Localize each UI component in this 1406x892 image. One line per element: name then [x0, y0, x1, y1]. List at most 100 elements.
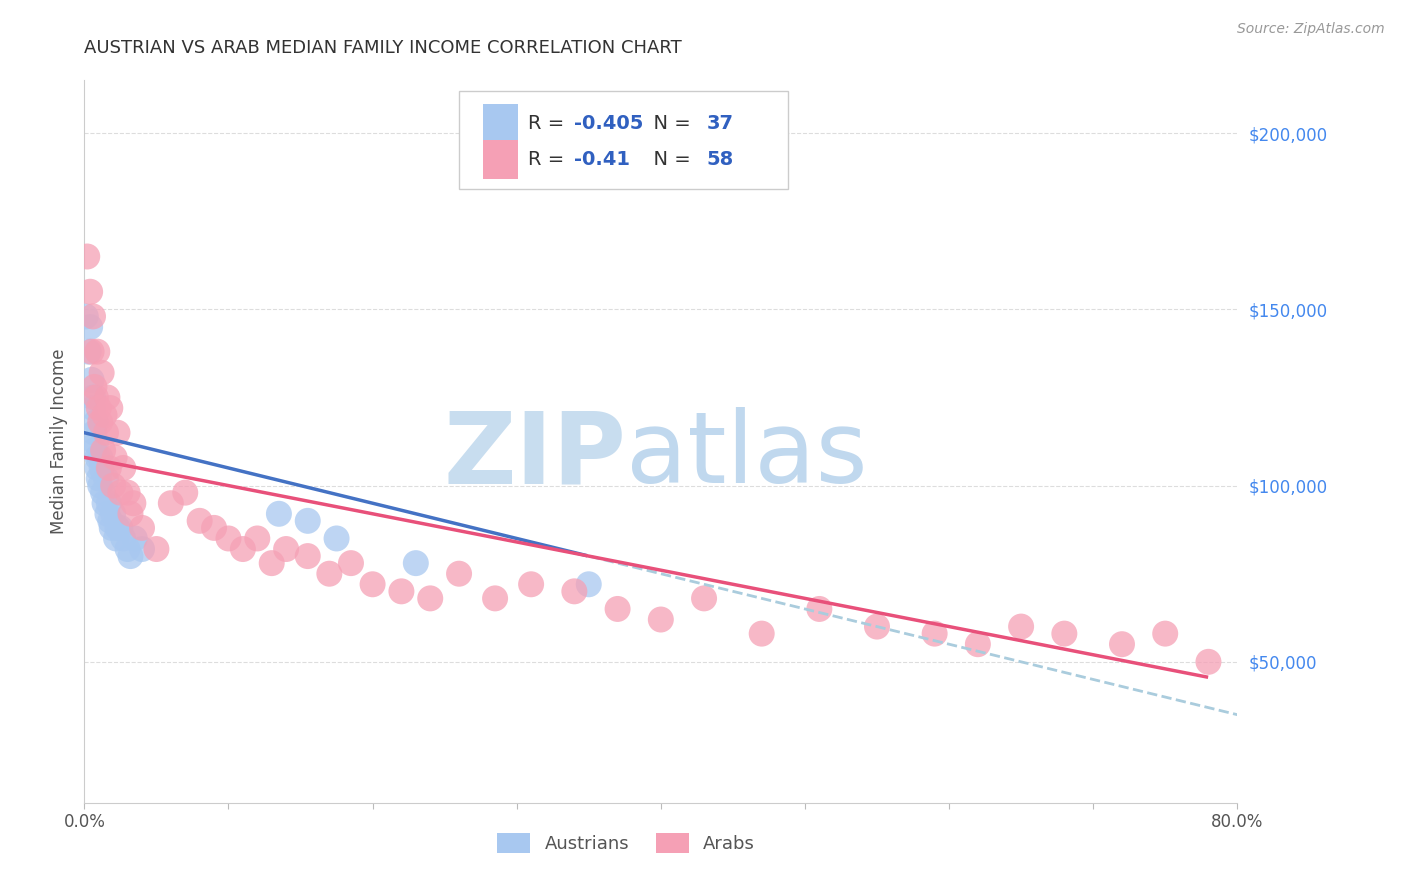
Point — [97, 496, 120, 510]
Point — [80, 344, 103, 359]
Point — [103, 478, 124, 492]
Point — [808, 602, 831, 616]
Point — [93, 496, 115, 510]
Text: atlas: atlas — [626, 408, 868, 505]
Point — [86, 344, 108, 359]
Point — [276, 542, 298, 557]
Point — [107, 521, 129, 535]
Point — [1154, 626, 1177, 640]
Point — [112, 532, 135, 546]
Point — [120, 549, 142, 563]
Point — [84, 415, 107, 429]
Text: 58: 58 — [707, 150, 734, 169]
Text: 37: 37 — [707, 114, 734, 133]
Point — [246, 532, 269, 546]
Point — [105, 532, 128, 546]
Point — [96, 507, 118, 521]
Point — [98, 514, 121, 528]
FancyBboxPatch shape — [460, 91, 787, 189]
Point — [202, 521, 225, 535]
Point — [75, 310, 97, 324]
Point — [260, 556, 283, 570]
Point — [117, 485, 139, 500]
Point — [967, 637, 990, 651]
Point — [131, 521, 153, 535]
Point — [89, 415, 111, 429]
Point — [84, 436, 107, 450]
Point — [484, 591, 506, 606]
Point — [124, 532, 146, 546]
Point — [866, 619, 889, 633]
Point — [90, 461, 112, 475]
Text: ZIP: ZIP — [443, 408, 626, 505]
Text: -0.41: -0.41 — [575, 150, 630, 169]
Point — [117, 542, 139, 557]
Point — [449, 566, 471, 581]
Point — [89, 478, 111, 492]
FancyBboxPatch shape — [484, 140, 517, 179]
Y-axis label: Median Family Income: Median Family Income — [51, 349, 69, 534]
Text: R =: R = — [529, 150, 571, 169]
Text: N =: N = — [641, 114, 697, 133]
Point — [606, 602, 628, 616]
Point — [340, 556, 363, 570]
Point — [160, 496, 183, 510]
Point — [83, 425, 105, 440]
Point — [91, 443, 114, 458]
Point — [93, 408, 115, 422]
Point — [86, 450, 108, 465]
Point — [325, 532, 347, 546]
Point — [91, 485, 114, 500]
Text: -0.405: -0.405 — [575, 114, 644, 133]
Point — [94, 471, 117, 485]
Point — [87, 471, 110, 485]
Text: Source: ZipAtlas.com: Source: ZipAtlas.com — [1237, 22, 1385, 37]
Point — [83, 380, 105, 394]
Point — [1111, 637, 1133, 651]
Point — [174, 485, 197, 500]
Point — [1010, 619, 1032, 633]
Point — [79, 320, 101, 334]
Point — [82, 401, 104, 415]
Point — [110, 521, 132, 535]
Point — [107, 425, 129, 440]
Point — [564, 584, 586, 599]
Point — [86, 461, 108, 475]
Point — [188, 514, 211, 528]
Point — [693, 591, 716, 606]
Point — [77, 344, 100, 359]
Point — [76, 250, 98, 264]
Text: R =: R = — [529, 114, 571, 133]
Point — [122, 496, 145, 510]
Point — [232, 542, 254, 557]
Point — [419, 591, 441, 606]
Point — [90, 366, 112, 380]
Point — [131, 542, 153, 557]
Point — [82, 391, 104, 405]
Point — [80, 373, 103, 387]
Point — [1053, 626, 1076, 640]
Point — [924, 626, 946, 640]
Legend: Austrians, Arabs: Austrians, Arabs — [488, 823, 763, 863]
Point — [97, 461, 120, 475]
Point — [98, 401, 121, 415]
Point — [145, 542, 167, 557]
Point — [82, 310, 104, 324]
Point — [578, 577, 600, 591]
Point — [520, 577, 543, 591]
Point — [751, 626, 773, 640]
Point — [297, 549, 319, 563]
Point — [96, 391, 118, 405]
Text: AUSTRIAN VS ARAB MEDIAN FAMILY INCOME CORRELATION CHART: AUSTRIAN VS ARAB MEDIAN FAMILY INCOME CO… — [84, 38, 682, 56]
Point — [391, 584, 413, 599]
Point — [1198, 655, 1220, 669]
Point — [267, 507, 290, 521]
Point — [110, 485, 132, 500]
Point — [120, 507, 142, 521]
Point — [318, 566, 340, 581]
Point — [104, 450, 127, 465]
Point — [405, 556, 427, 570]
FancyBboxPatch shape — [484, 104, 517, 143]
Text: N =: N = — [641, 150, 697, 169]
Point — [89, 450, 111, 465]
